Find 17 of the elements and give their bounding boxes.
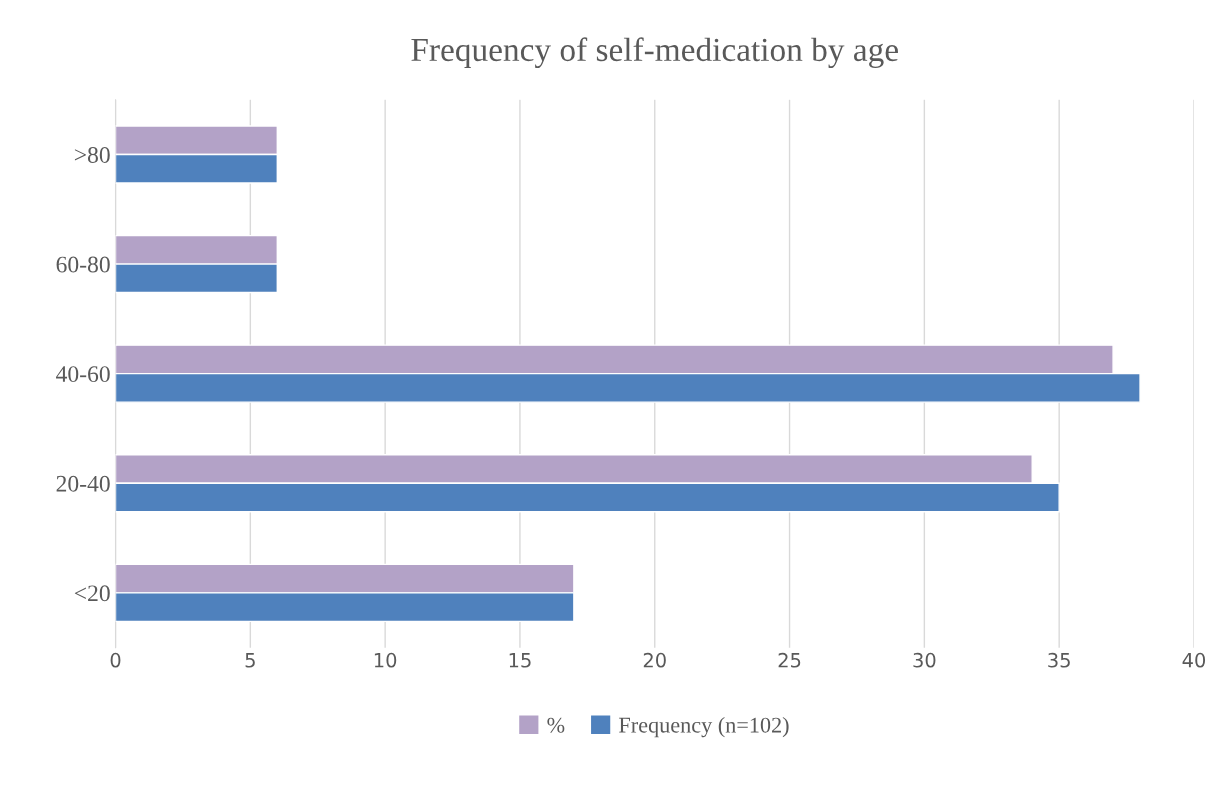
x-tick-label: 0: [110, 652, 121, 668]
chart-title: Frequency of self-medication by age: [411, 37, 898, 68]
x-tick-label: 40: [1182, 652, 1206, 668]
x-tick-label: 25: [778, 652, 801, 668]
y-tick-label: >80: [74, 146, 110, 163]
x-tick-label: 5: [245, 653, 255, 668]
x-tick-label: 30: [913, 652, 936, 668]
legend-label: Frequency (n=102): [619, 717, 789, 738]
y-tick-label: <20: [74, 585, 110, 602]
x-tick-label: 15: [509, 653, 531, 668]
x-tick-label: 35: [1048, 652, 1070, 668]
y-tick-label: 40-60: [56, 366, 110, 383]
y-tick-label: 60-80: [56, 256, 110, 273]
x-tick-label: 20: [643, 652, 666, 668]
y-tick-label: 20-40: [56, 475, 110, 492]
x-tick-label: 10: [374, 652, 397, 668]
legend-label: %: [547, 717, 565, 733]
